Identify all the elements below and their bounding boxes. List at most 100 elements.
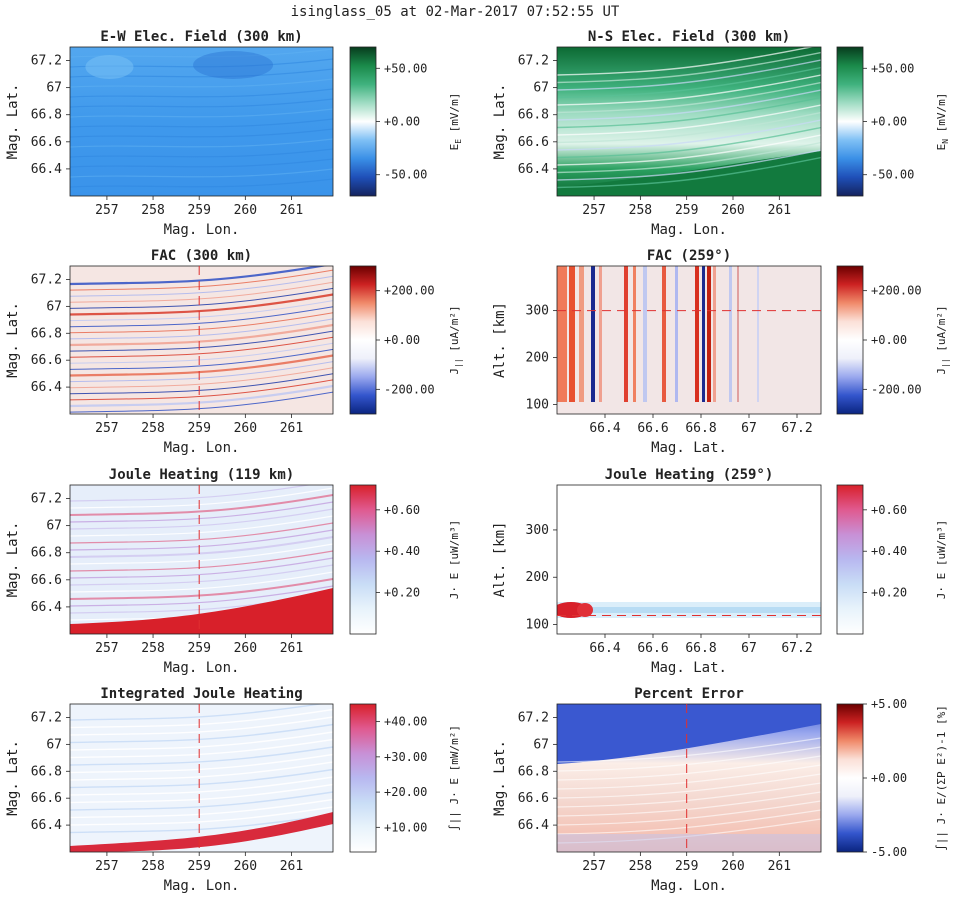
y-tick-label: 66.6: [31, 353, 62, 368]
x-tick-label: 257: [582, 203, 605, 218]
x-tick-label: 259: [187, 203, 210, 218]
x-tick-label: 261: [280, 859, 303, 874]
y-tick-label: 67.2: [518, 710, 549, 725]
x-tick-label: 66.8: [685, 641, 716, 656]
x-tick-label: 258: [141, 859, 164, 874]
colorbar-tick-label: +0.00: [871, 771, 907, 785]
y-tick-label: 67.2: [31, 54, 62, 69]
colorbar-label: ∫|| J· E/(ΣP E²)-1 [%]: [935, 705, 948, 851]
x-tick-label: 261: [280, 641, 303, 656]
colorbar-tick-label: -50.00: [384, 168, 427, 182]
colorbar-tick-label: +30.00: [384, 750, 427, 764]
panel-title: N-S Elec. Field (300 km): [588, 29, 790, 45]
colorbar-tick-label: +0.00: [871, 115, 907, 129]
colorbar: [836, 46, 864, 197]
colorbar-tick-label: +50.00: [871, 61, 914, 75]
x-tick-label: 258: [141, 421, 164, 436]
panel-title: Integrated Joule Heating: [100, 686, 302, 702]
y-tick-label: 200: [526, 570, 549, 585]
y-tick-label: 67.2: [31, 710, 62, 725]
x-axis-label: Mag. Lon.: [164, 440, 240, 456]
y-tick-label: 67: [46, 81, 62, 96]
y-tick-label: 66.8: [31, 764, 62, 779]
x-tick-label: 66.4: [589, 421, 620, 436]
y-tick-label: 67.2: [31, 492, 62, 507]
y-tick-label: 67.2: [31, 272, 62, 287]
y-tick-label: 66.6: [31, 791, 62, 806]
colorbar-label: J· E [uW/m³]: [448, 520, 461, 599]
x-tick-label: 261: [768, 203, 791, 218]
panel-jh-259: Joule Heating (259°) 66.4 66.6 66.8 67 67.2 10…: [492, 467, 948, 676]
y-axis-label: Mag. Lat.: [5, 522, 21, 598]
x-tick-label: 260: [721, 203, 744, 218]
y-tick-label: 67.2: [518, 54, 549, 69]
colorbar-tick-label: +0.20: [384, 586, 420, 600]
x-tick-label: 259: [187, 421, 210, 436]
y-axis-label: Alt. [km]: [492, 302, 508, 378]
panel-int-jh: Integrated Joule Heating 257 258 259 260 261 6…: [5, 686, 461, 894]
x-tick-label: 66.4: [589, 641, 620, 656]
panel-title: Joule Heating (259°): [605, 467, 774, 483]
y-tick-label: 67: [533, 81, 549, 96]
panel-fac-259: FAC (259°) 66.4 66.6 66.8 67 67.2 100 200 300 Mag…: [492, 248, 950, 456]
x-tick-label: 259: [675, 203, 698, 218]
x-axis-label: Mag. Lon.: [651, 878, 727, 894]
y-tick-label: 100: [526, 398, 549, 413]
x-tick-label: 257: [95, 859, 118, 874]
x-axis-label: Mag. Lon.: [164, 222, 240, 238]
x-axis-label: Mag. Lon.: [164, 660, 240, 676]
panel-title: FAC (259°): [647, 248, 731, 264]
x-tick-label: 260: [234, 203, 257, 218]
x-tick-label: 260: [234, 859, 257, 874]
y-tick-label: 66.4: [518, 162, 549, 177]
y-tick-label: 200: [526, 351, 549, 366]
y-tick-label: 67: [46, 737, 62, 752]
y-tick-label: 66.8: [31, 326, 62, 341]
y-axis-label: Mag. Lat.: [5, 740, 21, 816]
x-tick-label: 260: [234, 641, 257, 656]
x-tick-label: 260: [234, 421, 257, 436]
panel-ew-field: E-W Elec. Field (300 km) 257 258 259 260 261 6…: [5, 29, 463, 238]
colorbar-tick-label: +50.00: [384, 61, 427, 75]
colorbar-tick-label: -200.00: [871, 382, 922, 396]
colorbar-tick-label: +0.60: [871, 503, 907, 517]
x-tick-label: 260: [721, 859, 744, 874]
colorbar-tick-label: +20.00: [384, 785, 427, 799]
panel-pct-err: Percent Error 257 258 259 260 261 66.4 66.6 66.8…: [492, 686, 948, 894]
x-tick-label: 258: [141, 203, 164, 218]
figure-title: isinglass_05 at 02-Mar-2017 07:52:55 UT: [291, 4, 620, 20]
panel-title: E-W Elec. Field (300 km): [100, 29, 302, 45]
colorbar-tick-label: +0.00: [384, 333, 420, 347]
colorbar-tick-label: -200.00: [384, 382, 435, 396]
x-tick-label: 258: [629, 859, 652, 874]
panel-title: FAC (300 km): [151, 248, 252, 264]
colorbar-tick-label: -50.00: [871, 168, 914, 182]
heatmap-int-jh: [70, 704, 333, 852]
x-axis-label: Mag. Lon.: [164, 878, 240, 894]
colorbar: [349, 46, 377, 197]
colorbar-tick-label: +200.00: [871, 284, 922, 298]
colorbar: [349, 484, 377, 635]
panel-title: Joule Heating (119 km): [109, 467, 294, 483]
colorbar-tick-label: +0.00: [384, 115, 420, 129]
x-axis-label: Mag. Lat.: [651, 440, 727, 456]
x-tick-label: 258: [141, 641, 164, 656]
colorbar-tick-label: +0.00: [871, 333, 907, 347]
y-tick-label: 66.6: [31, 573, 62, 588]
colorbar-label: J|| [uA/m²]: [935, 305, 950, 374]
x-tick-label: 259: [187, 641, 210, 656]
y-axis-label: Mag. Lat.: [492, 84, 508, 160]
colorbar-label: J|| [uA/m²]: [448, 305, 463, 374]
x-tick-label: 261: [280, 203, 303, 218]
heatmap-ew-field: [70, 47, 333, 196]
y-axis-label: Mag. Lat.: [5, 84, 21, 160]
y-axis-label: Mag. Lat.: [5, 302, 21, 378]
colorbar-tick-label: -5.00: [871, 845, 907, 859]
colorbar-label: EE [mV/m]: [448, 93, 463, 151]
y-tick-label: 300: [526, 304, 549, 319]
heatmap-jh-259: [557, 485, 821, 634]
colorbar-tick-label: +5.00: [871, 697, 907, 711]
colorbar-tick-label: +0.40: [384, 544, 420, 558]
x-tick-label: 257: [95, 641, 118, 656]
